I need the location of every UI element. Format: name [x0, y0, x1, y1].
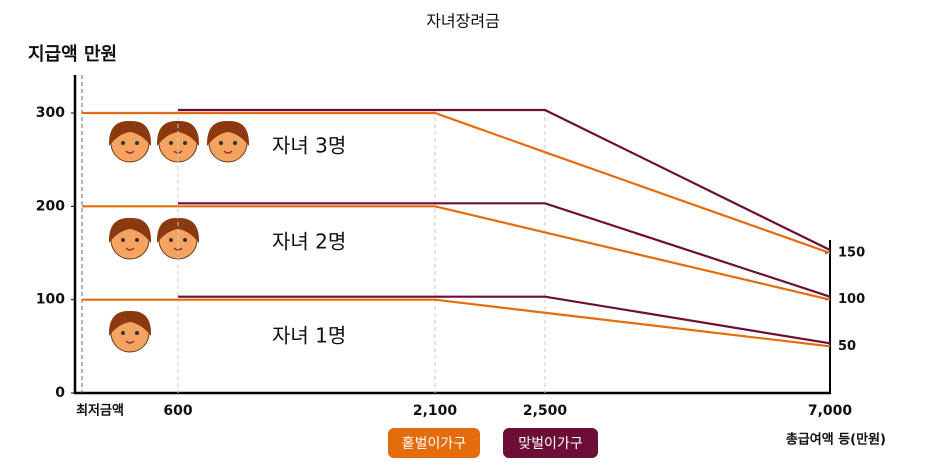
- hair: [156, 217, 200, 243]
- face-icons: [108, 120, 250, 353]
- single-line: [82, 298, 831, 348]
- x-tick-label: 최저금액: [76, 404, 124, 419]
- mouth: [223, 150, 233, 154]
- mouth: [125, 247, 135, 251]
- group-label: 자녀 1명: [272, 324, 346, 348]
- x-tick-label: 2,100: [413, 403, 458, 419]
- eye: [183, 238, 187, 242]
- y2-tick-label: 150: [838, 246, 865, 261]
- eye: [135, 331, 139, 335]
- legend-label: 홑벌이가구: [402, 436, 467, 452]
- mouth: [125, 150, 135, 154]
- x-tick-label: 7,000: [808, 403, 853, 419]
- eye: [219, 141, 223, 145]
- single-line: [82, 111, 831, 255]
- eye: [135, 238, 139, 242]
- x-axis-label: 총급여액 등(만원): [786, 432, 886, 448]
- y2-tick-label: 100: [838, 292, 865, 307]
- eye: [121, 238, 125, 242]
- mouth: [125, 340, 135, 344]
- y2-tick-label: 50: [838, 339, 856, 354]
- eye: [121, 141, 125, 145]
- hair: [108, 120, 152, 146]
- y-tick-label: 300: [36, 105, 65, 121]
- eye: [121, 331, 125, 335]
- legend-label: 맞벌이가구: [518, 436, 583, 452]
- eye: [169, 238, 173, 242]
- chart-title: 자녀장려금: [426, 12, 500, 31]
- x-tick-label: 2,500: [523, 403, 568, 419]
- group-label: 자녀 3명: [272, 134, 346, 158]
- group-label: 자녀 2명: [272, 230, 346, 254]
- single-line: [82, 205, 831, 301]
- hair: [108, 217, 152, 243]
- legend-swatch: [388, 428, 480, 458]
- dual-line: [178, 295, 831, 345]
- x-tick-label: 600: [163, 403, 192, 419]
- eye: [183, 141, 187, 145]
- eye: [135, 141, 139, 145]
- dual-line: [178, 108, 831, 251]
- hair: [156, 120, 200, 146]
- eye: [169, 141, 173, 145]
- hair: [206, 120, 250, 146]
- y-axis-label: 지급액 만원: [28, 44, 117, 65]
- eye: [233, 141, 237, 145]
- hair: [108, 310, 152, 336]
- legend-swatch: [503, 428, 598, 458]
- y-tick-label: 0: [55, 385, 65, 401]
- y-tick-label: 100: [36, 292, 65, 308]
- dual-line: [178, 202, 831, 298]
- y-tick-label: 200: [36, 198, 65, 214]
